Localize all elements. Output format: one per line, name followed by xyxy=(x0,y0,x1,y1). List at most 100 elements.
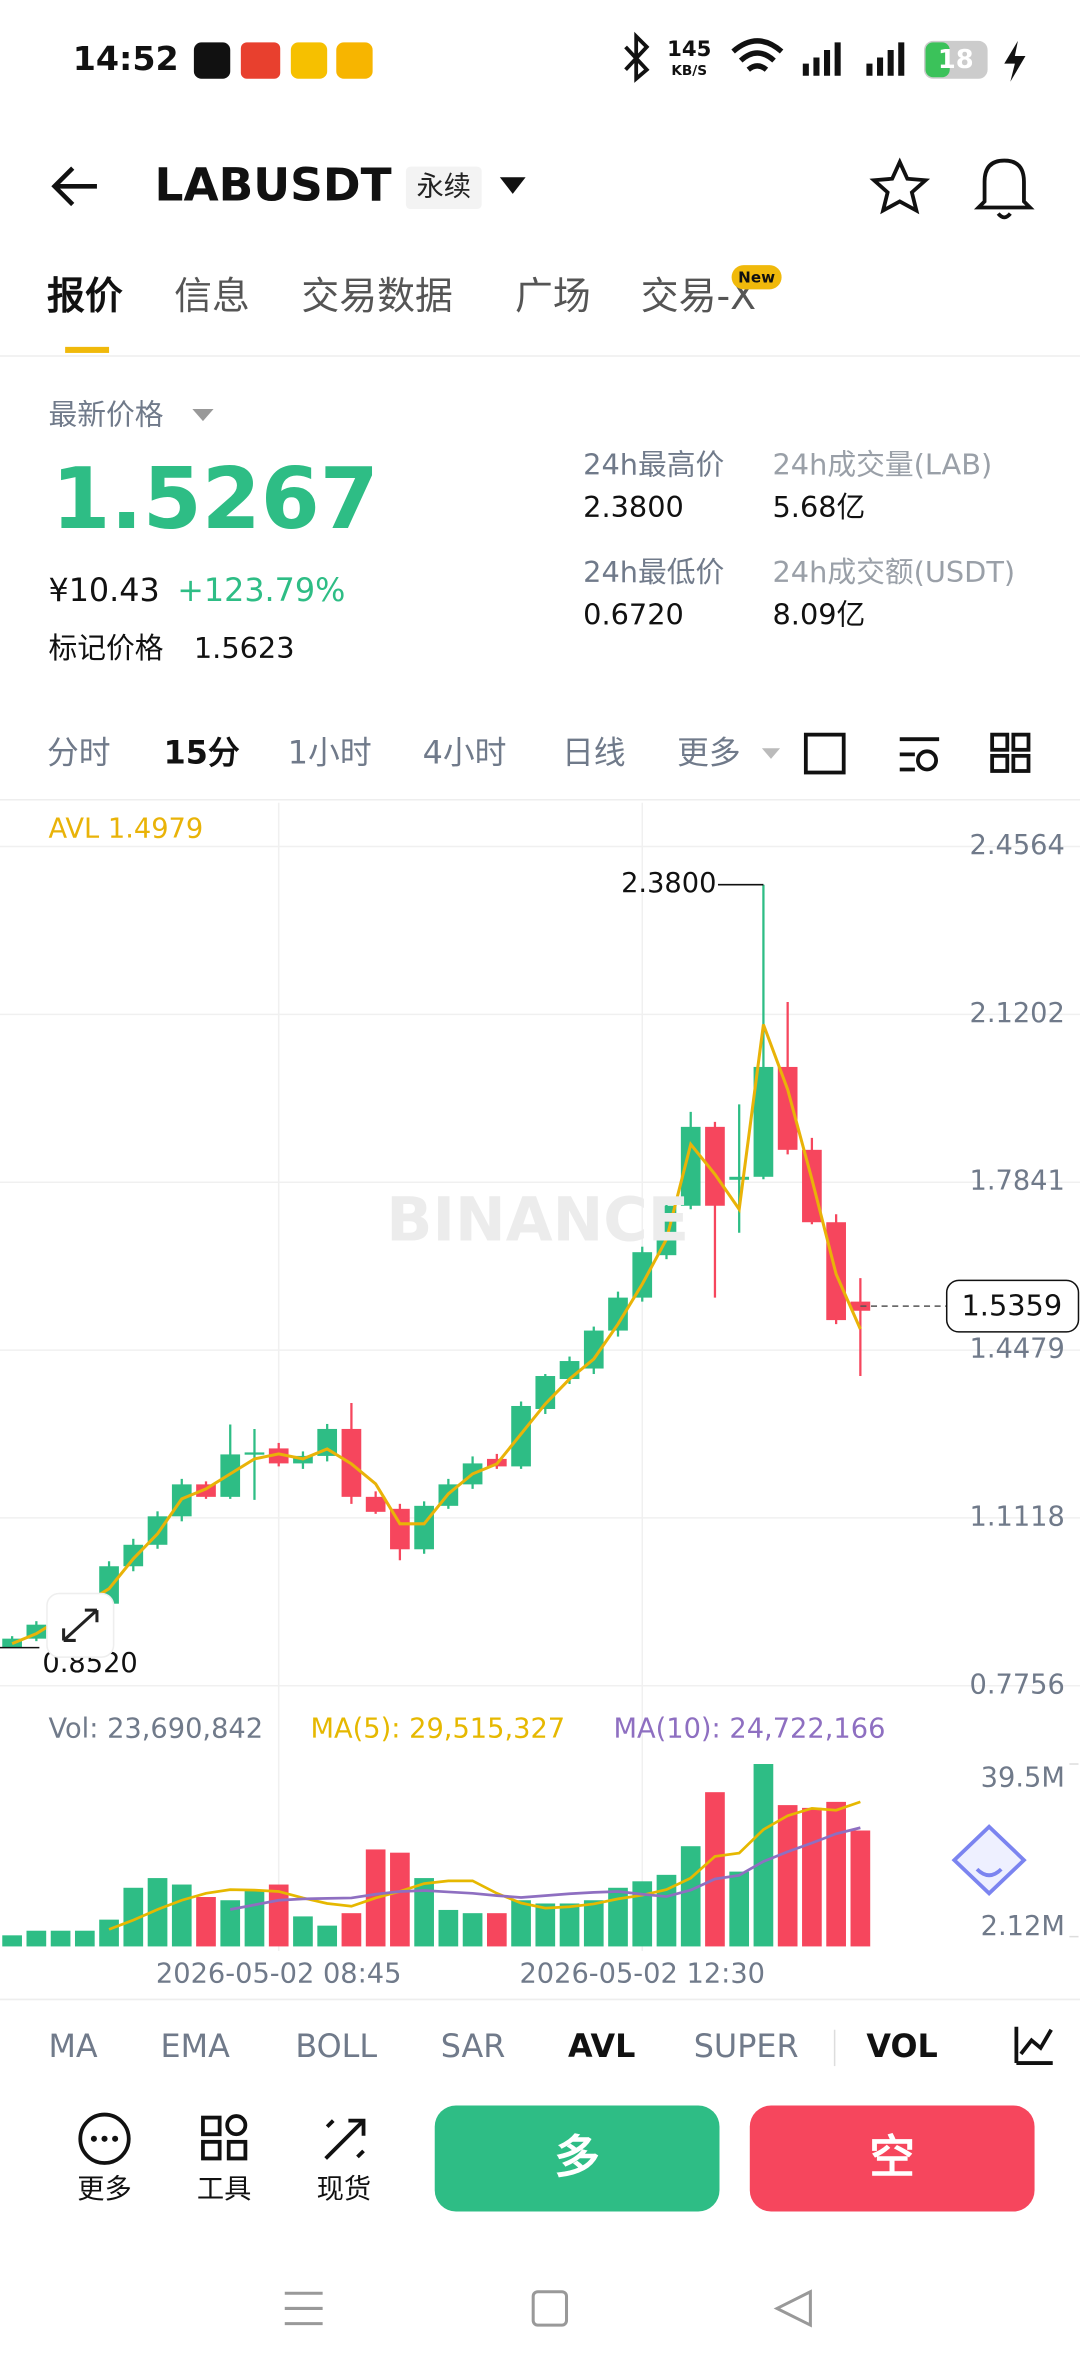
volume-bar xyxy=(293,1916,313,1947)
candle-body xyxy=(632,1252,653,1298)
stat-label: 24h最低价 xyxy=(583,555,724,589)
long-button[interactable] xyxy=(434,2105,720,2212)
net-speed: 145 xyxy=(667,36,711,61)
battery-level xyxy=(925,42,950,78)
clock: 14:52 xyxy=(73,39,179,78)
indicator[interactable]: AVL xyxy=(568,2028,635,2065)
volume-bar xyxy=(74,1930,95,1947)
tools-button[interactable] xyxy=(201,2115,222,2137)
volume-bar xyxy=(753,1764,774,1947)
candle-body xyxy=(608,1297,628,1331)
grid-icon xyxy=(1011,753,1031,773)
more-dropdown[interactable] xyxy=(761,748,781,759)
candle-body xyxy=(753,1066,774,1177)
favorite-button[interactable] xyxy=(869,157,931,215)
interval[interactable]: 1小时 xyxy=(288,734,372,771)
ma10-line xyxy=(229,1826,861,1911)
candle-body xyxy=(244,1452,265,1455)
contract-type: 永续 xyxy=(417,171,472,202)
volume-bar xyxy=(632,1881,653,1947)
long-text: 多 xyxy=(554,2131,599,2184)
candle-body xyxy=(729,1176,750,1180)
volume-bar xyxy=(486,1913,507,1947)
spot-button[interactable] xyxy=(324,2118,366,2160)
symbol-dropdown[interactable] xyxy=(499,177,526,194)
indicator[interactable]: SUPER xyxy=(694,2028,799,2065)
back-button[interactable] xyxy=(51,166,97,207)
interval[interactable]: 日线 xyxy=(562,734,626,771)
indicator[interactable]: SAR xyxy=(441,2028,506,2065)
interval[interactable]: 分时 xyxy=(47,734,111,771)
volume-bar xyxy=(656,1874,677,1947)
indicator[interactable]: BOLL xyxy=(295,2028,377,2065)
mark-price-label: 标记价格 xyxy=(48,631,163,665)
new-badge-text: New xyxy=(738,268,775,286)
x-tick-label: 2026-05-02 12:30 xyxy=(519,1959,765,1990)
indicator[interactable]: MA xyxy=(48,2028,97,2065)
volume-bar xyxy=(390,1852,410,1947)
chart-layout-button[interactable] xyxy=(899,737,940,772)
volume-bar xyxy=(583,1900,604,1947)
stat-value: 5.68亿 xyxy=(773,490,866,524)
grid-button[interactable] xyxy=(990,732,1010,752)
dot xyxy=(90,2135,97,2142)
high-label: 2.3800 xyxy=(621,868,716,899)
assistant-button[interactable] xyxy=(951,1824,1027,1897)
app-icon xyxy=(290,42,328,79)
current-price-label: 1.5359 xyxy=(962,1289,1063,1323)
nav-home[interactable] xyxy=(531,2290,569,2327)
tool-label: 现货 xyxy=(317,2174,372,2205)
vol-tick-label: 2.12M xyxy=(981,1911,1065,1942)
y-tick-label: 1.4479 xyxy=(969,1334,1064,1365)
indicator-settings-button[interactable] xyxy=(1014,2026,1053,2065)
charging-icon xyxy=(1004,40,1026,82)
tab-indicator xyxy=(65,346,110,353)
chart-setting-button[interactable] xyxy=(803,732,846,775)
tab[interactable]: 广场 xyxy=(515,274,591,318)
tab[interactable]: 信息 xyxy=(174,274,250,318)
interval[interactable]: 更多 xyxy=(677,734,741,771)
vol-label: Vol: 23,690,842 xyxy=(48,1713,263,1744)
interval[interactable]: 4小时 xyxy=(423,734,507,771)
more-button[interactable] xyxy=(78,2112,131,2165)
alert-button[interactable] xyxy=(973,158,1035,220)
bluetooth-icon xyxy=(624,31,650,83)
grid-icon xyxy=(990,753,1010,773)
tab[interactable]: 报价 xyxy=(47,274,123,318)
candle-body xyxy=(559,1361,580,1380)
chart-tools xyxy=(803,732,1031,775)
price-dropdown[interactable] xyxy=(192,408,214,422)
new-badge xyxy=(731,265,782,290)
indicator[interactable]: VOL xyxy=(866,2028,937,2065)
nav-menu[interactable] xyxy=(284,2291,323,2326)
candle-body xyxy=(123,1544,144,1567)
volume-bar xyxy=(535,1903,556,1947)
ma5-label: MA(5): 29,515,327 xyxy=(311,1713,566,1744)
candle-body xyxy=(583,1330,604,1369)
interval[interactable]: 15分 xyxy=(164,734,240,771)
expand-icon xyxy=(62,1608,99,1642)
volume-bar xyxy=(171,1884,192,1947)
nav-back[interactable] xyxy=(773,2289,812,2328)
volume-bar xyxy=(705,1792,725,1947)
tools-icon xyxy=(225,2114,248,2137)
stat-value: 8.09亿 xyxy=(773,597,866,631)
candle-body xyxy=(414,1505,434,1550)
contract-badge xyxy=(405,166,482,210)
y-tick-label: 0.7756 xyxy=(969,1669,1064,1700)
y-tick-label: 2.1202 xyxy=(969,998,1064,1029)
volume-bar xyxy=(729,1871,750,1947)
tool-label: 工具 xyxy=(197,2174,252,2205)
volume-bar xyxy=(826,1801,846,1947)
candle-body xyxy=(390,1508,410,1550)
indicator[interactable]: EMA xyxy=(161,2028,231,2065)
volume-bar xyxy=(680,1846,701,1947)
current-price-box xyxy=(945,1279,1080,1333)
ma10-label: MA(10): 24,722,166 xyxy=(613,1713,885,1744)
short-button[interactable] xyxy=(749,2105,1035,2212)
tab[interactable]: 交易数据 xyxy=(301,274,452,318)
volume-bar xyxy=(50,1930,71,1947)
stat-label: 24h成交额(USDT) xyxy=(773,555,1016,589)
candle-body xyxy=(680,1126,701,1206)
